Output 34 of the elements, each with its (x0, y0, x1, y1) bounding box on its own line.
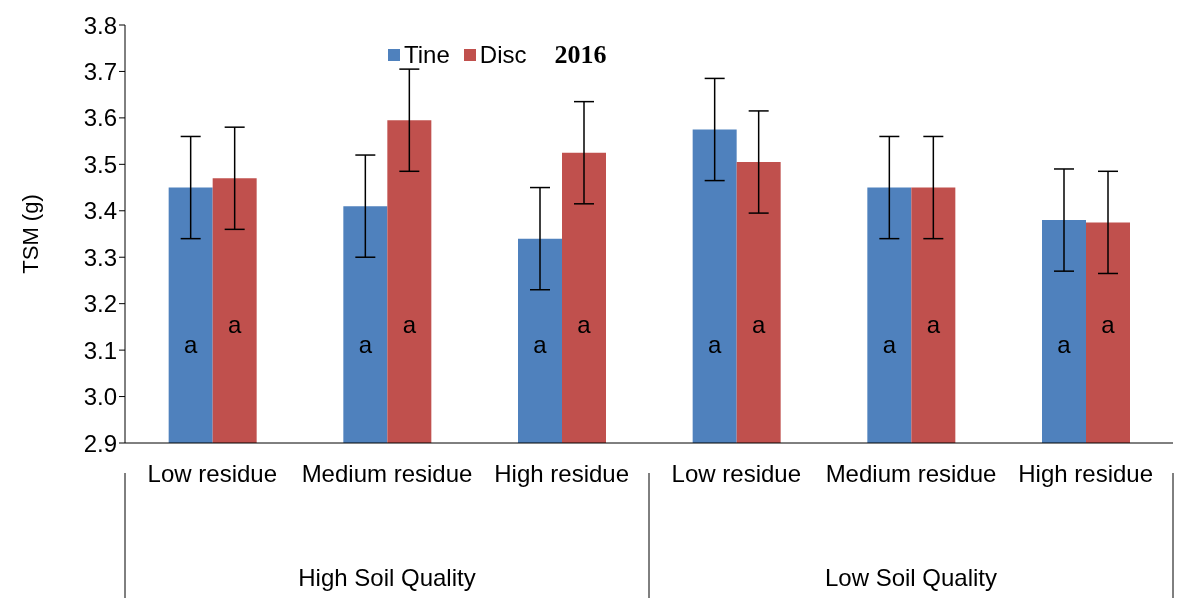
legend-label: Disc (478, 41, 527, 69)
x-tick-label: Medium residue (825, 460, 997, 488)
x-tick-label: Low residue (671, 460, 802, 488)
text: 2016 (554, 40, 607, 70)
data-label: a (751, 311, 766, 338)
data-label: a (402, 311, 417, 338)
y-tick-label: 3.8 (83, 11, 117, 39)
x-tick-label: Medium residue (301, 460, 473, 488)
data-label: a (882, 331, 897, 358)
text: High Soil Quality (298, 564, 476, 591)
y-tick-label: 2.9 (83, 429, 117, 457)
data-label: a (358, 331, 373, 358)
y-tick-label: 3.1 (83, 336, 117, 364)
data-label: a (707, 331, 722, 358)
y-tick-label: 3.0 (83, 383, 117, 411)
y-tick-label: 3.7 (83, 57, 117, 85)
data-label: a (1057, 331, 1072, 358)
y-axis-title: TSM (g) (17, 194, 43, 274)
y-tick-label: 3.4 (83, 197, 117, 225)
data-label: a (533, 331, 548, 358)
data-label: a (227, 311, 242, 338)
y-tick-label: 3.5 (83, 150, 117, 178)
text: Low Soil Quality (824, 564, 998, 591)
data-label: a (926, 311, 941, 338)
x-tick-label: High residue (1018, 460, 1154, 488)
x-tick-label: Low residue (147, 460, 278, 488)
x-tick-label: High residue (494, 460, 630, 488)
y-tick-label: 3.2 (83, 290, 117, 318)
legend-label: Tine (403, 41, 450, 69)
data-label: a (1101, 311, 1116, 338)
data-label: a (183, 331, 198, 358)
y-tick-label: 3.3 (83, 243, 117, 271)
data-label: a (577, 311, 592, 338)
y-tick-label: 3.6 (83, 104, 117, 132)
